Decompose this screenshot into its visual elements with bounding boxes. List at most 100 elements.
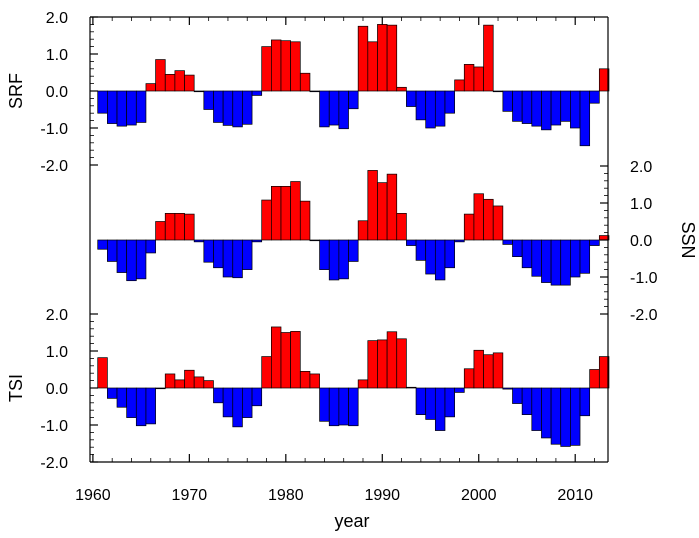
bar-ssn-1975 (232, 239, 243, 279)
bar-srf-1999 (463, 64, 475, 92)
bar-srf-2009 (560, 90, 571, 122)
bar-srf-1990 (377, 24, 388, 92)
bar-tsi-2001 (483, 354, 494, 389)
bar-ssn-1964 (126, 239, 137, 282)
bar-ssn-1973 (213, 239, 224, 269)
bar-ssn-2005 (521, 239, 533, 269)
bar-ssn-1984 (319, 239, 330, 270)
ytick-label-tsi: -2.0 (40, 455, 68, 472)
ytick-label-ssn: 1.0 (630, 196, 652, 213)
bar-tsi-1978 (261, 356, 272, 389)
bar-tsi-1988 (357, 379, 369, 389)
bar-tsi-1981 (290, 331, 301, 389)
bar-ssn-1976 (242, 239, 253, 270)
bar-srf-1963 (116, 90, 128, 127)
bar-tsi-1992 (396, 338, 407, 389)
ytick-label-tsi: 2.0 (46, 307, 68, 324)
bar-srf-1996 (434, 90, 446, 127)
bar-srf-1992 (396, 86, 407, 92)
bar-srf-1976 (242, 90, 253, 125)
bar-ssn-1968 (164, 213, 176, 241)
ytick-label-ssn: 0.0 (630, 233, 652, 250)
bar-tsi-1975 (232, 387, 243, 428)
xtick-label: 2010 (557, 487, 593, 504)
bar-ssn-1994 (415, 239, 427, 261)
bar-ssn-1985 (328, 239, 340, 281)
bar-tsi-2011 (579, 387, 591, 417)
bar-tsi-1997 (444, 387, 455, 418)
bar-ssn-1988 (357, 220, 369, 241)
bar-tsi-1990 (377, 339, 388, 389)
bar-srf-1998 (454, 79, 465, 92)
bar-srf-1975 (232, 90, 243, 128)
bar-tsi-2009 (560, 387, 571, 447)
bar-tsi-1962 (107, 387, 118, 399)
ytick-label-srf: -2.0 (40, 158, 68, 175)
bar-srf-1973 (213, 90, 224, 123)
bar-srf-2005 (521, 90, 533, 124)
ylabel-tsi: TSI (6, 374, 26, 402)
bar-tsi-1998 (454, 387, 465, 393)
bar-tsi-1969 (174, 379, 185, 389)
bar-ssn-1969 (174, 213, 185, 241)
bar-srf-2008 (550, 90, 562, 126)
bar-tsi-1970 (184, 369, 195, 389)
ytick-label-srf: 1.0 (46, 47, 68, 64)
bar-srf-1980 (280, 40, 291, 92)
bar-ssn-2001 (483, 198, 494, 241)
bar-ssn-1970 (184, 213, 195, 241)
bar-ssn-1963 (116, 239, 128, 273)
bar-srf-1986 (338, 90, 349, 130)
bar-ssn-1993 (406, 239, 417, 246)
ytick-label-ssn: -2.0 (630, 307, 658, 324)
bar-tsi-1994 (415, 387, 427, 415)
bar-srf-1962 (107, 90, 118, 124)
bar-tsi-1989 (367, 340, 378, 389)
y-ticks-layer: 2.0 1.0 0.0 -1.0 -2.0 2.0 1.0 0.0 -1.0 -2.0 2.0 1.0… (40, 10, 657, 472)
bar-tsi-2013 (598, 356, 610, 389)
bar-srf-2011 (579, 90, 591, 147)
bar-srf-1972 (203, 90, 214, 110)
bar-ssn-2012 (589, 239, 600, 246)
bar-ssn-1992 (396, 213, 407, 241)
bar-ssn-1996 (434, 239, 446, 281)
bar-tsi-1977 (251, 387, 263, 407)
bar-tsi-1979 (271, 326, 282, 389)
bar-tsi-1991 (386, 331, 398, 389)
bar-srf-1964 (126, 90, 137, 126)
bar-ssn-2003 (502, 239, 513, 245)
xtick-label: 1980 (268, 487, 304, 504)
bar-tsi-2003 (502, 387, 513, 390)
bar-srf-1970 (184, 74, 195, 92)
bar-tsi-1993 (406, 386, 417, 389)
bar-tsi-1986 (338, 387, 349, 426)
bar-ssn-2002 (492, 205, 504, 241)
bar-tsi-1999 (463, 368, 475, 389)
bar-tsi-1968 (164, 373, 176, 389)
bar-ssn-2007 (541, 239, 552, 283)
bar-srf-1994 (415, 90, 427, 121)
xtick-label: 1960 (75, 487, 111, 504)
bar-ssn-2011 (579, 239, 591, 274)
bar-ssn-1966 (145, 239, 156, 254)
bar-srf-2004 (512, 90, 523, 122)
ytick-label-srf: -1.0 (40, 121, 68, 138)
bar-ssn-2009 (560, 239, 571, 286)
ytick-label-ssn: -1.0 (630, 270, 658, 287)
bar-tsi-1963 (116, 387, 128, 408)
bar-tsi-2005 (521, 387, 533, 415)
bar-tsi-1980 (280, 332, 291, 389)
bar-srf-2002 (492, 90, 504, 93)
ytick-label-tsi: 0.0 (46, 381, 68, 398)
bar-ssn-1971 (193, 239, 205, 243)
bar-tsi-1961 (97, 357, 108, 389)
bar-srf-1981 (290, 41, 301, 92)
bar-tsi-1976 (242, 387, 253, 418)
bar-ssn-1991 (386, 173, 398, 241)
bar-srf-1968 (164, 73, 176, 92)
bar-ssn-1980 (280, 186, 291, 241)
bar-srf-1993 (406, 90, 417, 107)
bar-ssn-1962 (107, 239, 118, 262)
bar-tsi-2010 (570, 387, 581, 446)
bar-tsi-1987 (348, 387, 359, 427)
